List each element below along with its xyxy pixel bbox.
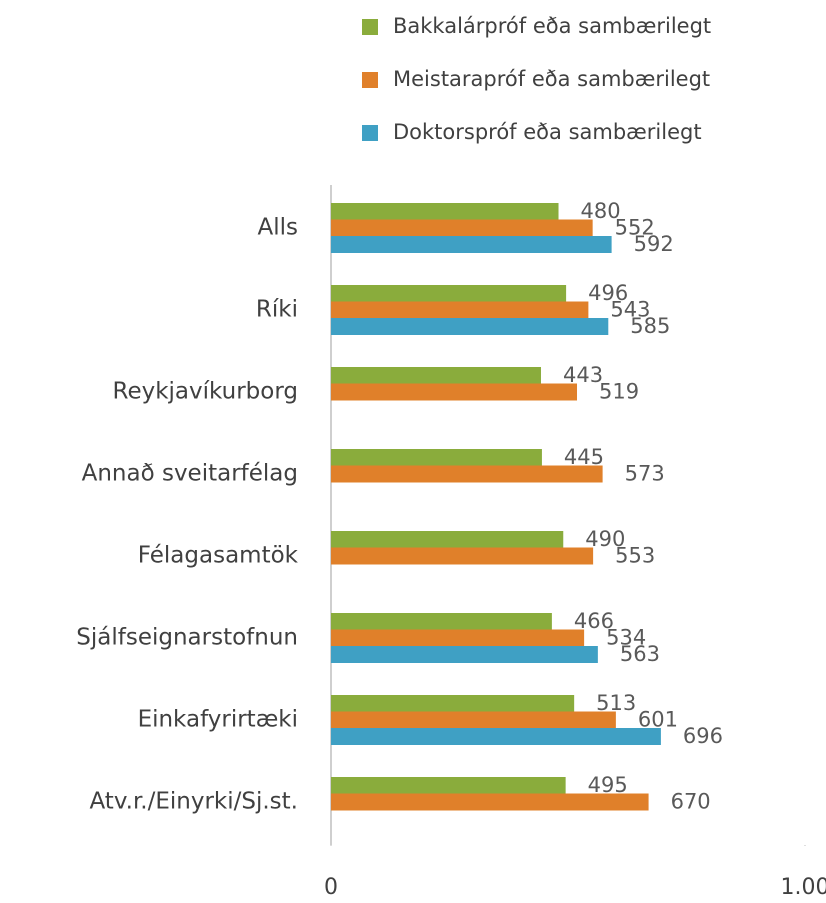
data-label: 445: [564, 445, 604, 469]
data-label: 543: [610, 298, 650, 322]
category-label: Sjálfseignarstofnun: [76, 625, 298, 651]
bar: [331, 383, 578, 401]
data-label: 519: [599, 380, 639, 404]
bar: [331, 711, 616, 729]
bar: [331, 695, 575, 712]
data-label: 480: [581, 199, 621, 223]
bar: [331, 465, 603, 483]
category-label: Reykjavíkurborg: [113, 379, 298, 405]
bar: [331, 203, 559, 220]
bar: [331, 629, 585, 647]
legend-swatch: [362, 19, 378, 35]
bar: [331, 646, 598, 663]
legend-label: Doktorspróf eða sambærilegt: [393, 120, 702, 144]
legend-swatch: [362, 125, 378, 141]
category-label: Einkafyrirtæki: [138, 707, 298, 733]
category-label: Ríki: [256, 297, 298, 323]
category-label: Annað sveitarfélag: [82, 461, 298, 487]
data-label: 495: [588, 773, 628, 797]
data-label: 601: [638, 708, 678, 732]
data-label: 496: [588, 281, 628, 305]
data-label: 563: [620, 642, 660, 666]
legend-label: Bakkalárpróf eða sambærilegt: [393, 14, 711, 38]
data-label: 573: [625, 462, 665, 486]
x-tick-label: 1.00: [781, 875, 826, 900]
data-label: 585: [630, 314, 670, 338]
category-label: Alls: [258, 215, 299, 241]
bar: [331, 236, 612, 253]
bar: [331, 285, 567, 302]
bar: [331, 318, 609, 335]
bar: [331, 728, 661, 745]
legend-swatch: [362, 72, 378, 88]
bar: [331, 367, 541, 384]
bar: [331, 777, 566, 794]
data-label: 490: [585, 527, 625, 551]
data-label: 534: [606, 626, 646, 650]
data-label: 553: [615, 544, 655, 568]
data-label: 513: [596, 691, 636, 715]
data-label: 466: [574, 609, 614, 633]
data-label: 696: [683, 724, 723, 748]
bar: [331, 531, 564, 548]
bar: [331, 613, 552, 630]
data-label: 552: [615, 216, 655, 240]
x-tick-label: 0: [324, 875, 338, 900]
legend-label: Meistarapróf eða sambærilegt: [393, 67, 710, 91]
bar: [331, 793, 649, 811]
bar: [331, 547, 594, 565]
data-label: 443: [563, 363, 603, 387]
data-label: 670: [671, 790, 711, 814]
bar: [331, 449, 542, 466]
category-label: Atv.r./Einyrki/Sj.st.: [89, 789, 298, 815]
data-label: 592: [634, 232, 674, 256]
bar: [331, 219, 593, 237]
bar: [331, 301, 589, 319]
category-label: Félagasamtök: [138, 543, 299, 569]
